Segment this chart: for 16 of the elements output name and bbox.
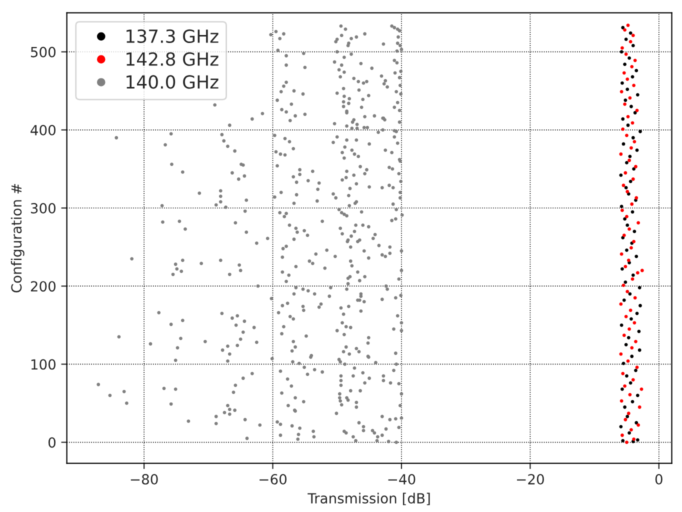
- y-tick-label: 300: [30, 202, 56, 214]
- x-tick-label: 0: [655, 474, 662, 485]
- x-axis-title: Transmission [dB]: [308, 492, 430, 506]
- y-tick-label: 400: [30, 124, 56, 136]
- y-tick-label: 100: [31, 359, 56, 370]
- y-tick-label: 0: [48, 437, 56, 448]
- y-axis-title: Configuration #: [10, 184, 24, 292]
- x-tick-label: −80: [130, 474, 158, 485]
- x-tick-label: −20: [517, 474, 544, 485]
- x-tick-label: −60: [260, 474, 287, 485]
- legend-label: 137.3 GHz: [126, 29, 218, 44]
- y-tick-label: 200: [30, 281, 56, 292]
- legend-label: 140.0 GHz: [126, 75, 218, 89]
- legend-label: 142.8 GHz: [126, 52, 218, 66]
- y-tick-label: 500: [30, 46, 56, 58]
- x-tick-label: −40: [388, 474, 416, 485]
